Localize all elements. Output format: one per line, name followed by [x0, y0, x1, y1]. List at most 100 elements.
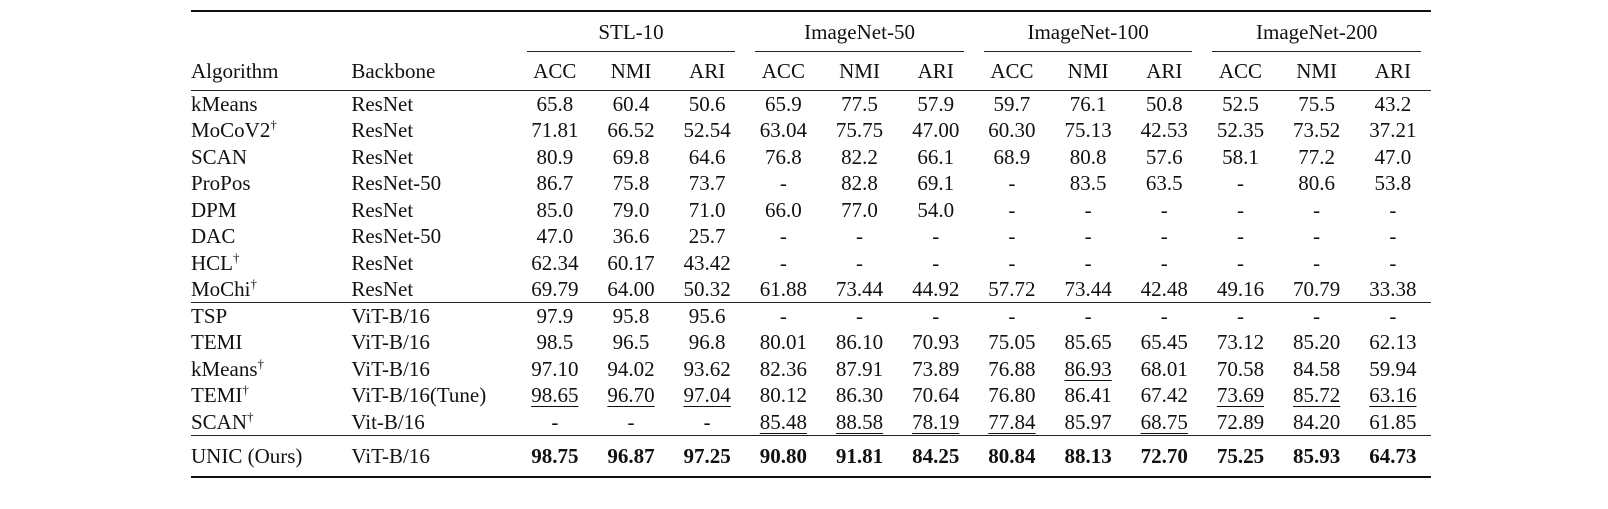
value-cell: 82.8	[821, 170, 897, 197]
value: 80.01	[759, 330, 807, 355]
value: 80.9	[536, 144, 574, 169]
value: 61.88	[759, 277, 807, 301]
value: 70.58	[1216, 356, 1265, 381]
value-cell: -	[1355, 197, 1431, 224]
value-cell: 66.1	[898, 144, 974, 171]
value-cell: 85.0	[517, 197, 593, 224]
value: 98.75	[531, 443, 579, 468]
value-cell: -	[1050, 303, 1126, 330]
value: -	[1313, 250, 1321, 275]
value-cell: 25.7	[669, 223, 745, 250]
value: 53.8	[1374, 171, 1412, 196]
value: 71.0	[688, 197, 726, 222]
value-cell: 98.65	[517, 382, 593, 409]
value: 82.36	[759, 356, 807, 381]
value: 97.10	[531, 356, 579, 381]
value-cell: 76.80	[974, 382, 1050, 409]
backbone-cell: ViT-B/16	[351, 304, 430, 328]
column-header: Backbone	[351, 58, 436, 83]
value-cell: -	[1202, 250, 1278, 277]
value-cell: 62.34	[517, 250, 593, 277]
value-cell: 60.30	[974, 117, 1050, 144]
algorithm-name: TEMI	[191, 383, 243, 408]
value: 77.2	[1298, 144, 1335, 169]
table-row-ours: UNIC (Ours) ViT-B/16 98.75 96.87 97.25 90.80 9…	[191, 435, 1431, 477]
dagger-mark: †	[242, 382, 249, 398]
value: -	[627, 409, 635, 434]
value: 95.8	[612, 304, 650, 328]
value: 69.8	[612, 144, 650, 169]
column-header: NMI	[610, 58, 652, 83]
value-cell: 85.93	[1279, 435, 1355, 477]
table-row: SCAN† Vit-B/16- - -85.48 88.58 78.19 77.84 85.9…	[191, 409, 1431, 436]
value-cell: 68.9	[974, 144, 1050, 171]
value: 85.20	[1293, 330, 1341, 355]
value-cell: 68.75	[1126, 409, 1202, 436]
algorithm-name: TEMI	[191, 330, 243, 355]
value-cell: 59.7	[974, 91, 1050, 118]
value: -	[1389, 197, 1397, 222]
value: 96.87	[607, 443, 655, 468]
value: 71.81	[531, 118, 579, 143]
value: -	[1084, 197, 1092, 222]
value-cell: 42.48	[1126, 276, 1202, 303]
value-cell: 80.8	[1050, 144, 1126, 171]
value-cell: 73.69	[1202, 382, 1278, 409]
value-cell: 52.54	[669, 117, 745, 144]
value: 98.65	[531, 383, 579, 408]
algorithm-name: DPM	[191, 197, 237, 222]
algorithm-cell: DPM	[191, 197, 351, 224]
value: 73.7	[688, 171, 726, 196]
value: 86.7	[536, 171, 574, 196]
value-cell: -	[1279, 250, 1355, 277]
value-cell: 88.58	[821, 409, 897, 436]
value: 73.44	[1064, 277, 1112, 301]
value: 80.84	[988, 443, 1036, 468]
value-cell: 47.0	[1355, 144, 1431, 171]
value-cell: 47.0	[517, 223, 593, 250]
value: 86.10	[835, 330, 884, 355]
value: 64.00	[607, 277, 655, 301]
value-cell: 33.38	[1355, 276, 1431, 303]
value-cell: 93.62	[669, 356, 745, 383]
value: 47.0	[536, 224, 574, 249]
value-cell: 85.20	[1279, 329, 1355, 356]
value: 57.72	[988, 277, 1036, 301]
algorithm-cell: MoChi†	[191, 276, 351, 303]
algorithm-name: SCAN	[191, 144, 248, 169]
value-cell: 88.13	[1050, 435, 1126, 477]
value-cell: 97.9	[517, 303, 593, 330]
value-cell: -	[1126, 197, 1202, 224]
value-cell: 94.02	[593, 356, 669, 383]
value: 98.5	[536, 330, 574, 355]
value: -	[1008, 224, 1016, 249]
value-cell: 44.92	[898, 276, 974, 303]
value-cell: 73.89	[898, 356, 974, 383]
value-cell: 75.5	[1279, 91, 1355, 118]
table-row: kMeans ResNet 65.8 60.4 50.6 65.9 77.5 57.9 59.7…	[191, 91, 1431, 118]
value: -	[551, 409, 559, 434]
value-cell: 36.6	[593, 223, 669, 250]
value: 57.6	[1145, 144, 1183, 169]
value: 65.45	[1140, 330, 1188, 355]
value-cell: 63.04	[745, 117, 821, 144]
value-cell: 52.5	[1202, 91, 1278, 118]
value: 87.91	[835, 356, 884, 381]
table-row: DPM ResNet 85.0 79.0 71.0 66.0 77.0 54.0 - - - - - -	[191, 197, 1431, 224]
value: 86.93	[1064, 356, 1112, 381]
value: -	[856, 304, 864, 328]
value: 59.7	[993, 92, 1031, 116]
value-cell: -	[1202, 170, 1278, 197]
value-cell: 60.17	[593, 250, 669, 277]
value: 63.04	[759, 118, 807, 143]
value: -	[1236, 171, 1244, 196]
value-cell: 70.58	[1202, 356, 1278, 383]
value: 90.80	[759, 443, 807, 468]
value: 76.1	[1069, 92, 1107, 116]
value: 57.9	[917, 92, 955, 116]
value-cell: 43.42	[669, 250, 745, 277]
table-body: kMeans ResNet 65.8 60.4 50.6 65.9 77.5 57.9 59.7…	[191, 91, 1431, 477]
value: 85.65	[1064, 330, 1112, 355]
value: 73.69	[1216, 383, 1265, 408]
value-cell: -	[593, 409, 669, 436]
